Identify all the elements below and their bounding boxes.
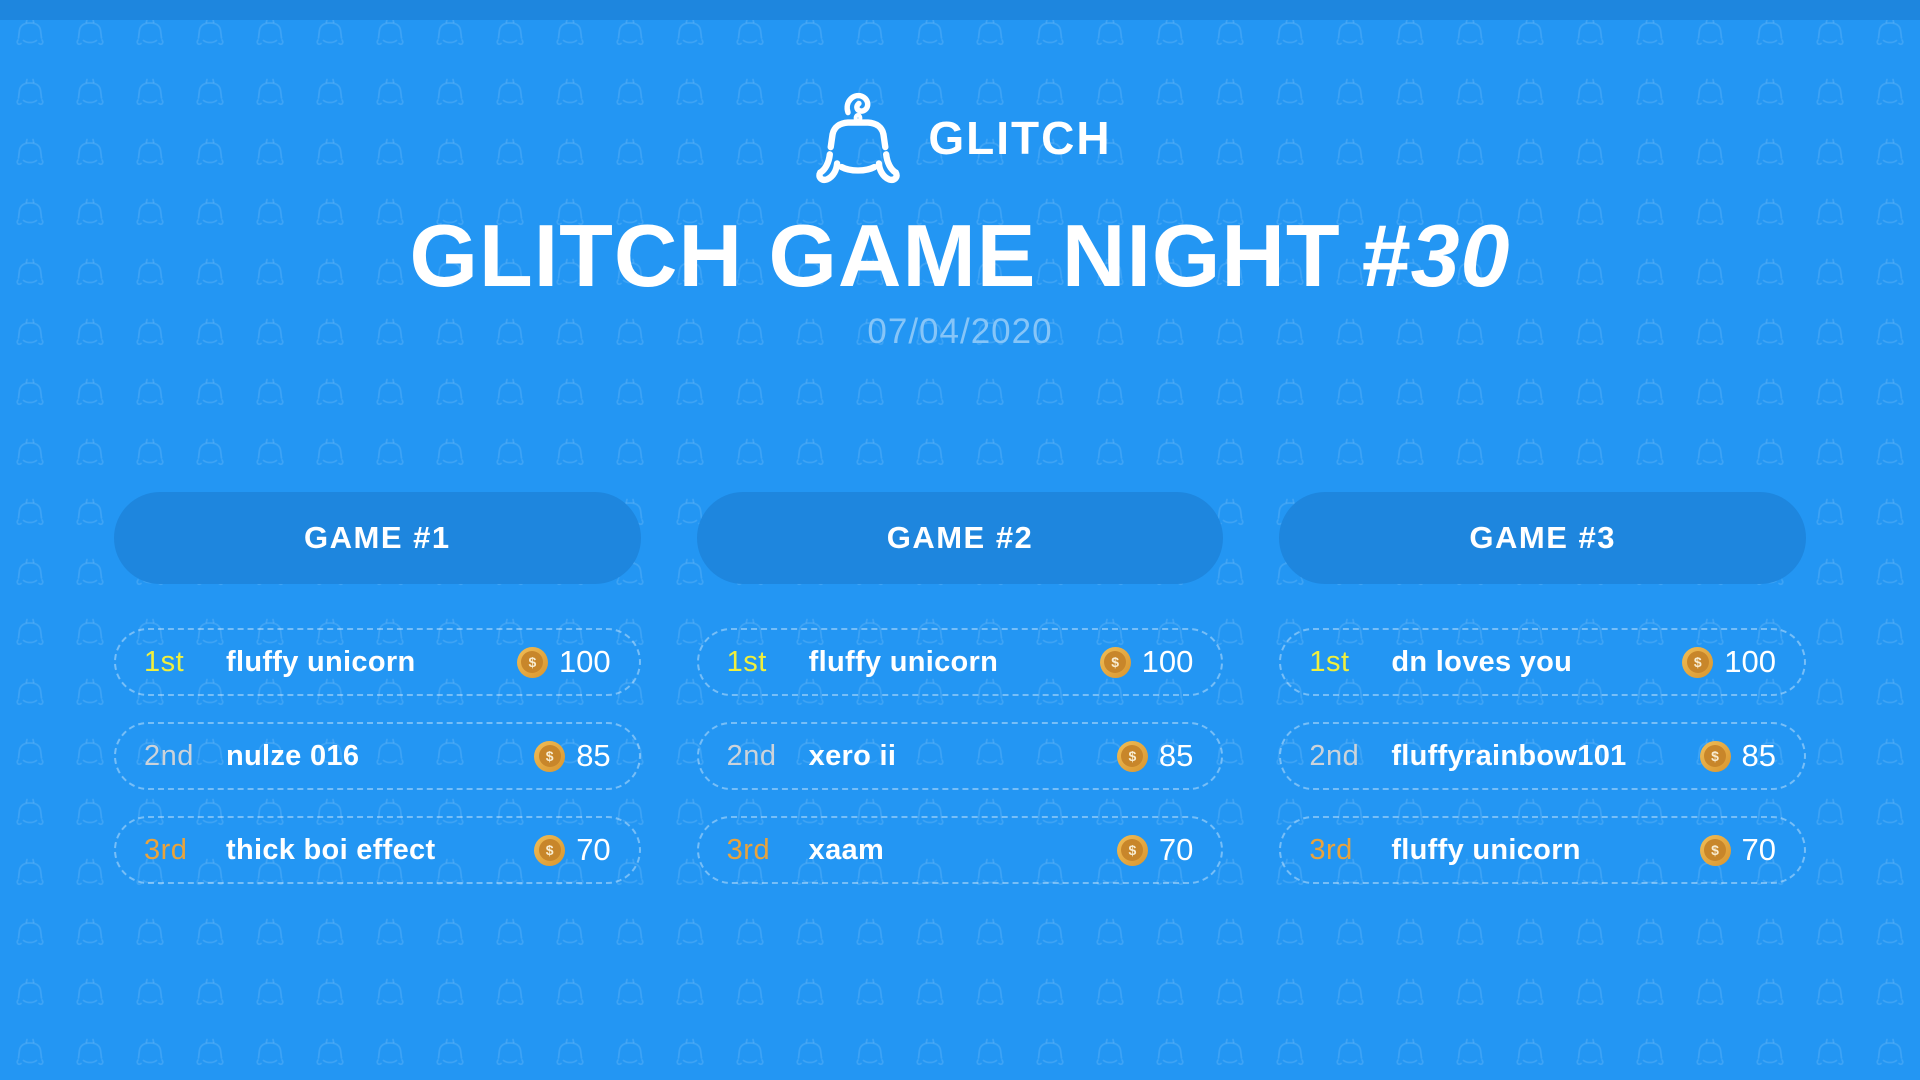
score-value: 70: [576, 832, 611, 868]
player-name: dn loves you: [1391, 645, 1573, 678]
score-value: 100: [558, 644, 611, 680]
dollar-symbol: $: [538, 839, 561, 862]
rank-label: 1st: [144, 645, 185, 678]
brand-logo: GLITCH: [0, 90, 1920, 186]
player-name: thick boi effect: [226, 833, 436, 866]
header: GLITCH GLITCH GAME NIGHT #30 07/04/2020: [0, 90, 1920, 352]
event-number: #30: [1360, 206, 1511, 305]
leaderboard-row: 3rd fluffy unicorn $ 70: [1279, 816, 1807, 885]
score-value: 100: [1724, 644, 1777, 680]
game-title: GAME #3: [1279, 492, 1807, 585]
player-name: fluffy unicorn: [808, 645, 999, 678]
score-value: 85: [576, 738, 611, 774]
score-value: 100: [1141, 644, 1194, 680]
dollar-symbol: $: [1104, 651, 1127, 674]
player-name: xaam: [808, 833, 885, 866]
player-name: nulze 016: [226, 739, 360, 772]
score-value: 70: [1158, 832, 1194, 868]
coin-icon: $: [1699, 834, 1731, 866]
game-column-2: GAME #2 1st fluffy unicorn $ 100 2nd xer…: [696, 492, 1224, 885]
dollar-symbol: $: [1704, 745, 1727, 768]
rank-label: 2nd: [726, 739, 777, 772]
game-title: GAME #2: [696, 492, 1224, 585]
coin-icon: $: [1699, 740, 1731, 772]
leaderboard-row: 3rd xaam $ 70: [696, 816, 1224, 885]
coin-icon: $: [534, 740, 566, 772]
rank-label: 3rd: [1309, 833, 1353, 866]
leaderboard-row: 3rd thick boi effect $ 70: [114, 816, 641, 885]
dollar-symbol: $: [1686, 651, 1709, 674]
coin-icon: $: [516, 646, 548, 678]
game-column-1: GAME #1 1st fluffy unicorn $ 100 2nd nul…: [114, 492, 641, 885]
rank-label: 2nd: [144, 739, 194, 772]
leaderboard-row: 2nd xero ii $ 85: [696, 722, 1224, 791]
score-value: 85: [1158, 738, 1194, 774]
dollar-symbol: $: [1704, 839, 1727, 862]
game-title: GAME #1: [114, 492, 641, 585]
page-title: GLITCH GAME NIGHT #30: [0, 209, 1920, 302]
leaderboard-row: 2nd fluffyrainbow101 $ 85: [1279, 722, 1807, 791]
game-rows: 1st fluffy unicorn $ 100 2nd nulze 016 $…: [114, 628, 641, 885]
rank-label: 1st: [1309, 645, 1350, 678]
leaderboard-row: 1st dn loves you $ 100: [1279, 628, 1807, 697]
leaderboard-row: 2nd nulze 016 $ 85: [114, 722, 641, 791]
dollar-symbol: $: [1121, 839, 1144, 862]
coin-icon: $: [1116, 834, 1148, 866]
event-date: 07/04/2020: [867, 312, 1053, 352]
leaderboard-row: 1st fluffy unicorn $ 100: [114, 628, 641, 697]
dollar-symbol: $: [1121, 745, 1144, 768]
coin-icon: $: [1682, 646, 1714, 678]
rank-label: 1st: [726, 645, 767, 678]
dollar-symbol: $: [521, 651, 544, 674]
player-name: fluffy unicorn: [1391, 833, 1581, 866]
game-rows: 1st fluffy unicorn $ 100 2nd xero ii $ 8…: [696, 628, 1224, 885]
rank-label: 2nd: [1309, 739, 1360, 772]
player-name: xero ii: [808, 739, 897, 772]
score-value: 85: [1741, 738, 1777, 774]
coin-icon: $: [534, 834, 566, 866]
player-name: fluffy unicorn: [226, 645, 416, 678]
rank-label: 3rd: [726, 833, 771, 866]
rank-label: 3rd: [144, 833, 188, 866]
game-column-3: GAME #3 1st dn loves you $ 100 2nd fluff…: [1279, 492, 1807, 885]
brand-wordmark: GLITCH: [928, 112, 1112, 164]
dollar-symbol: $: [538, 745, 561, 768]
coin-icon: $: [1099, 646, 1131, 678]
top-accent-bar: [0, 0, 1920, 20]
page-content: GLITCH GLITCH GAME NIGHT #30 07/04/2020 G…: [0, 90, 1920, 885]
player-name: fluffyrainbow101: [1391, 739, 1627, 772]
leaderboard-row: 1st fluffy unicorn $ 100: [696, 628, 1224, 697]
gamepad-icon: [816, 92, 901, 183]
page-title-text: GLITCH GAME NIGHT: [409, 206, 1341, 305]
game-rows: 1st dn loves you $ 100 2nd fluffyrainbow…: [1279, 628, 1807, 885]
coin-icon: $: [1116, 740, 1148, 772]
score-value: 70: [1741, 832, 1777, 868]
leaderboards: GAME #1 1st fluffy unicorn $ 100 2nd nul…: [114, 492, 1807, 885]
